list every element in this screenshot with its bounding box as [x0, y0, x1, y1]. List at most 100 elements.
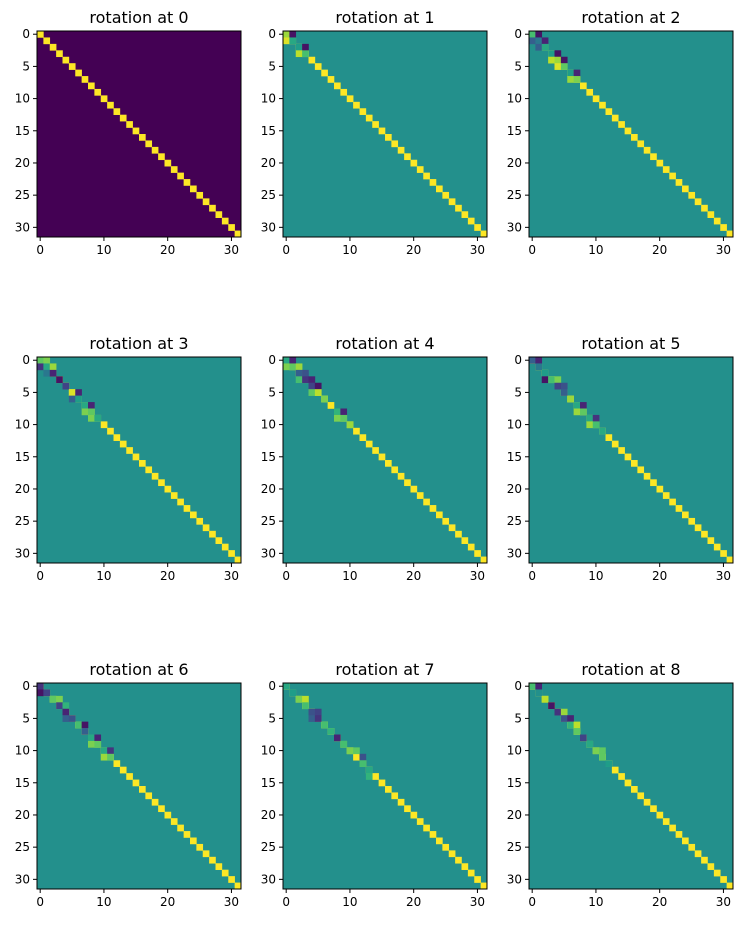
y-tick-label: 15 [507, 450, 522, 464]
heatmap-cell [535, 357, 543, 364]
heatmap-cell [605, 108, 613, 115]
heatmap-cell [334, 734, 341, 742]
heatmap-cell [675, 179, 683, 186]
heatmap-cell [215, 211, 223, 218]
heatmap-cell [726, 882, 734, 890]
heatmap-cell [88, 408, 95, 416]
heatmap-cell [81, 728, 89, 735]
heatmap-cell [467, 869, 475, 877]
heatmap-cell [688, 191, 696, 199]
y-tick-label: 25 [15, 188, 30, 202]
heatmap-cell [314, 63, 322, 70]
heatmap-cell [554, 63, 562, 70]
heatmap-cell [151, 146, 159, 154]
y-tick-label: 5 [22, 711, 30, 725]
heatmap-cell [295, 695, 303, 703]
heatmap-cell [88, 414, 95, 422]
y-tick-label: 0 [514, 679, 522, 693]
heatmap-cell [327, 728, 335, 735]
heatmap-cell [726, 230, 734, 238]
y-tick-label: 30 [507, 220, 522, 234]
heatmap-cell [467, 543, 475, 551]
heatmap-cell [480, 230, 488, 238]
y-tick-label: 10 [15, 92, 30, 106]
heatmap-cell [196, 191, 204, 199]
x-tick-label: 20 [406, 895, 421, 909]
heatmap-cell [480, 556, 488, 564]
heatmap-cell [713, 869, 721, 877]
heatmap-cell [410, 811, 418, 819]
heatmap-cell [713, 217, 721, 225]
heatmap-cell [397, 798, 405, 806]
y-tick-label: 20 [507, 156, 522, 170]
heatmap-cell [94, 734, 102, 742]
heatmap-cell [404, 153, 411, 161]
heatmap-cell [448, 198, 456, 206]
heatmap-cell [158, 479, 165, 487]
x-tick-label: 10 [96, 569, 111, 583]
heatmap-cell [436, 185, 443, 193]
subplot-7: rotation at 7 0 10 20 30 0 5 10 15 20 25 30 [261, 660, 488, 909]
heatmap-cell [643, 472, 651, 480]
x-tick-label: 10 [96, 243, 111, 257]
heatmap-cell [618, 447, 625, 454]
heatmap-cell [448, 850, 456, 858]
heatmap-cell [701, 856, 708, 864]
heatmap-cell [567, 76, 574, 83]
heatmap-cell [170, 818, 178, 825]
heatmap-cell [669, 172, 676, 180]
heatmap-cell [283, 357, 290, 364]
subplot-title: rotation at 1 [335, 8, 434, 27]
subplot-4: rotation at 4 0 10 20 30 0 5 10 15 20 25 30 [261, 334, 488, 583]
subplot-1: rotation at 1 0 10 20 30 0 5 10 15 20 25 30 [261, 8, 488, 257]
heatmap-cell [701, 530, 708, 538]
x-tick-label: 10 [342, 895, 357, 909]
y-tick-label: 15 [507, 776, 522, 790]
heatmap-cell [548, 56, 555, 64]
heatmap-cell [126, 121, 133, 128]
heatmap-cell [592, 421, 600, 429]
heatmap-cell [221, 217, 229, 225]
x-tick-label: 30 [224, 569, 239, 583]
heatmap-cell [586, 421, 594, 429]
heatmap-cell [592, 414, 600, 422]
heatmap-cell [599, 427, 606, 435]
heatmap-cell [164, 485, 172, 493]
heatmap-cell [283, 37, 290, 45]
subplot-3: rotation at 3 0 10 20 30 0 5 10 15 20 25 30 [15, 334, 242, 583]
heatmap-cell [75, 389, 82, 396]
x-tick-label: 30 [716, 243, 731, 257]
subplot-title: rotation at 6 [89, 660, 188, 679]
heatmap-cell [535, 43, 543, 51]
heatmap-cell [346, 95, 354, 103]
heatmap-cell [548, 702, 555, 710]
axes-frame [528, 682, 734, 890]
heatmap-cell [442, 843, 450, 851]
heatmap-cell [132, 779, 140, 787]
heatmap-cell [618, 121, 625, 128]
y-tick-label: 30 [15, 546, 30, 560]
heatmap-cell [650, 479, 657, 487]
heatmap-cell [669, 498, 676, 506]
y-tick-label: 0 [268, 27, 276, 41]
x-tick-label: 0 [282, 569, 290, 583]
heatmap-cell [365, 773, 373, 780]
heatmap-cell [314, 382, 322, 390]
y-tick-label: 20 [507, 808, 522, 822]
y-tick-label: 10 [507, 744, 522, 758]
axes-frame [528, 30, 734, 238]
heatmap-cell [340, 740, 348, 748]
heatmap-cell [289, 363, 297, 371]
x-tick-label: 0 [36, 569, 44, 583]
heatmap-cell [675, 831, 683, 838]
heatmap-cell [234, 230, 242, 238]
heatmap-cell [314, 708, 322, 716]
heatmap-cell [302, 702, 309, 710]
x-tick-label: 20 [406, 243, 421, 257]
heatmap-cell [190, 511, 197, 519]
heatmap-cell [624, 127, 632, 135]
heatmap-cell [567, 69, 574, 77]
axes-frame [282, 682, 488, 890]
heatmap-cell [100, 95, 108, 103]
heatmap-cell [707, 537, 715, 544]
